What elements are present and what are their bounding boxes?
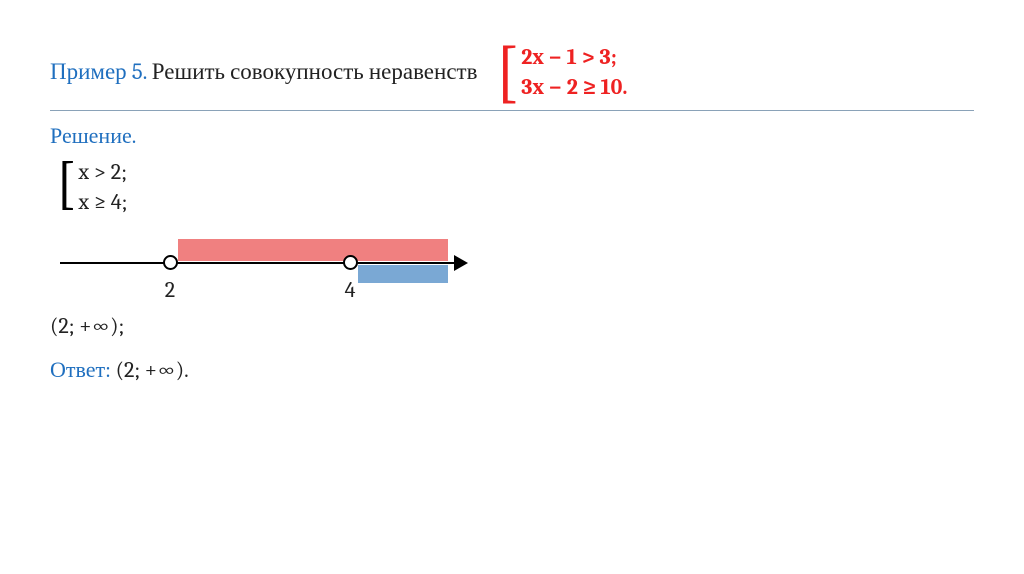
answer-label: Ответ: [50, 357, 111, 383]
point-4-label: 4 [345, 277, 356, 303]
arrow-right-icon [454, 255, 468, 271]
point-2 [163, 255, 178, 270]
shade-region-bottom [358, 265, 448, 283]
bracket-icon: [ [495, 44, 519, 100]
simplified-inequality-1: x > 2; [78, 159, 127, 185]
simplified-system-lines: x > 2; x ≥ 4; [78, 159, 127, 215]
page: Пример 5. Решить совокупность неравенств… [0, 0, 1024, 383]
problem-system: [ 2x − 1 > 3; 3x − 2 ≥ 10. [495, 44, 627, 100]
problem-title: Пример 5. Решить совокупность неравенств [50, 57, 477, 87]
number-line-axis [60, 262, 460, 264]
simplified-inequality-2: x ≥ 4; [78, 189, 127, 215]
problem-inequality-1: 2x − 1 > 3; [521, 44, 627, 70]
point-2-label: 2 [165, 277, 175, 303]
point-4 [343, 255, 358, 270]
task-text: Решить совокупность неравенств [152, 58, 478, 85]
problem-header: Пример 5. Решить совокупность неравенств… [50, 44, 974, 100]
shade-region-top [178, 239, 448, 261]
interval-result: (2; +∞); [50, 313, 974, 339]
answer-value: (2; +∞). [116, 357, 189, 383]
problem-system-lines: 2x − 1 > 3; 3x − 2 ≥ 10. [521, 44, 627, 100]
number-line-diagram: 2 4 [50, 233, 470, 303]
solution-label: Решение. [50, 123, 974, 149]
problem-inequality-2: 3x − 2 ≥ 10. [521, 74, 627, 100]
answer-line: Ответ: (2; +∞). [50, 357, 974, 383]
example-label: Пример 5. [50, 58, 147, 85]
bracket-icon: [ [56, 159, 76, 215]
simplified-system: [ x > 2; x ≥ 4; [56, 159, 974, 215]
